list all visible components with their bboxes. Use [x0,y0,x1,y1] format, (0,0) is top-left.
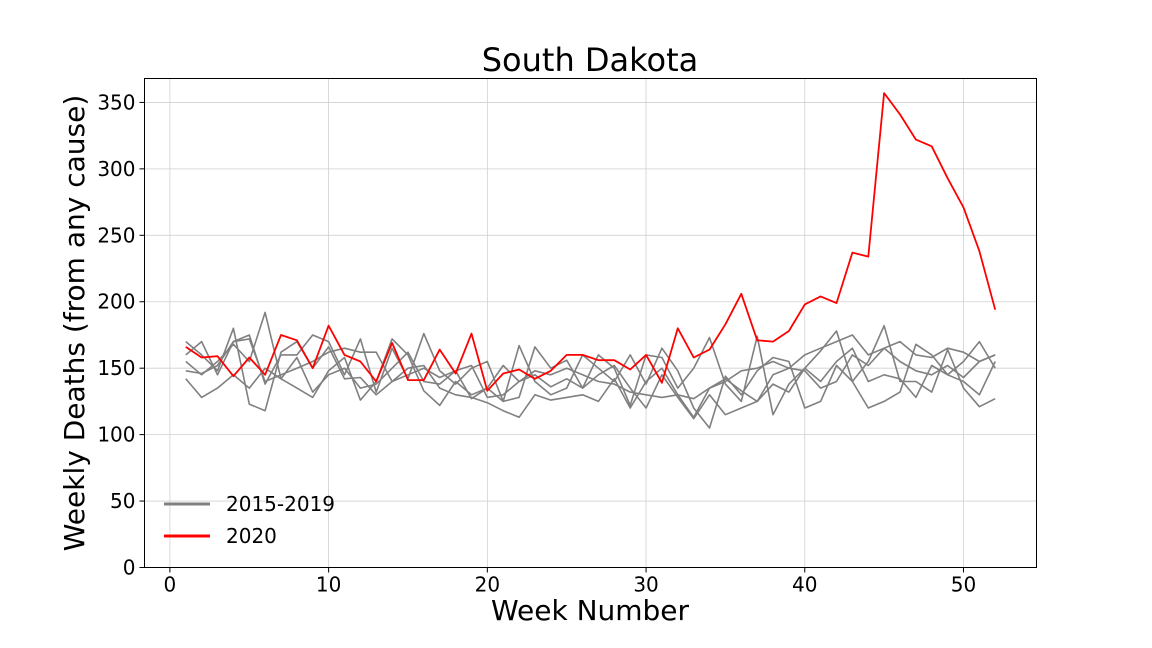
chart-title: South Dakota [482,41,699,79]
legend-label-2020: 2020 [226,524,277,548]
x-tick-label: 20 [475,573,500,597]
y-tick-label: 250 [97,223,135,247]
series-line-2020 [185,92,997,392]
x-tick-label: 50 [951,573,976,597]
y-tick-label: 150 [97,356,135,380]
y-tick-label: 50 [110,489,135,513]
y-tick-label: 300 [97,157,135,181]
x-tick-label: 0 [164,573,177,597]
axis-ticks: 0 10 20 30 40 50 0 50 100 150 200 250 300 350 [97,90,976,596]
y-axis-label: Weekly Deaths (from any cause) [58,95,91,552]
x-tick-label: 40 [792,573,817,597]
y-tick-label: 100 [97,423,135,447]
series-line-2015-2019-2 [185,327,996,419]
series-lines [185,92,997,429]
series-line-2015-2019-4 [185,332,996,429]
x-axis-label: Week Number [491,594,690,627]
series-line-2015-2019-5 [185,311,996,416]
y-tick-label: 350 [97,90,135,114]
y-tick-label: 0 [123,556,136,580]
x-tick-label: 30 [633,573,658,597]
plot-frame [144,78,1037,568]
legend-label-2015-2019: 2015-2019 [226,492,335,516]
x-tick-label: 10 [316,573,341,597]
y-tick-label: 200 [97,290,135,314]
grid-lines [144,78,1037,568]
series-line-2015-2019-1 [185,334,996,400]
legend: 2015-2019 2020 [164,492,335,548]
